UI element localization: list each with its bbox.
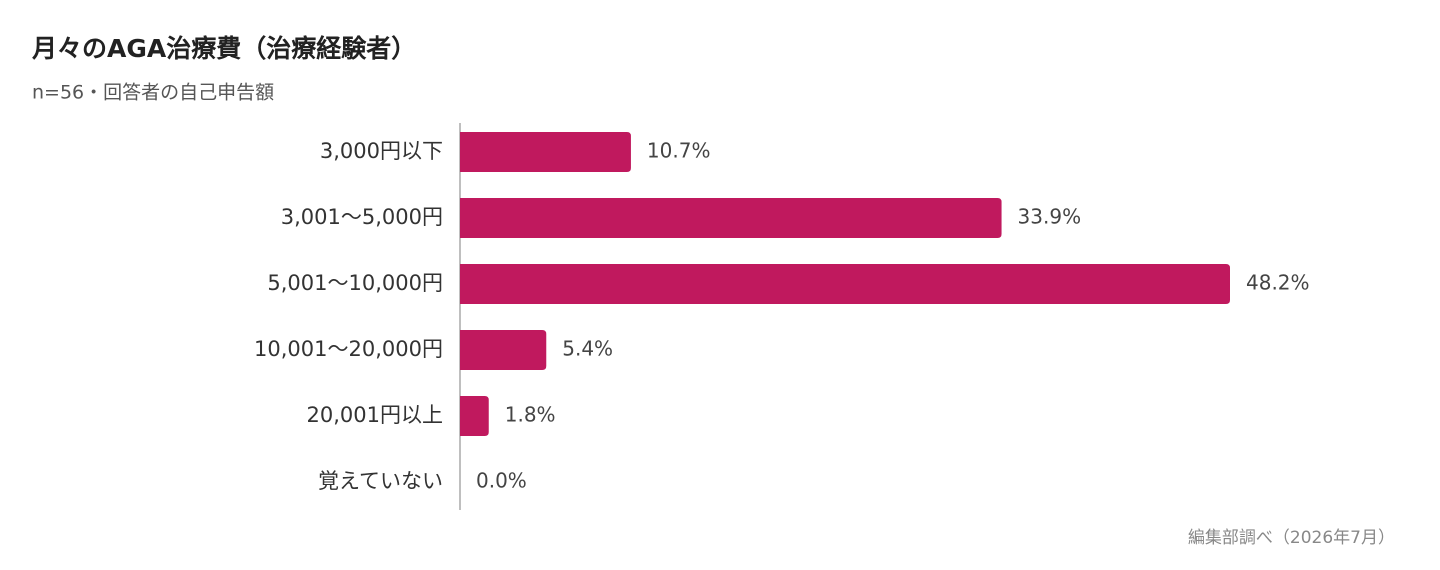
value-label: 48.2% <box>1246 271 1310 295</box>
bar <box>460 198 1002 238</box>
value-label: 33.9% <box>1018 205 1082 229</box>
chart-title: 月々のAGA治療費（治療経験者） <box>31 34 416 63</box>
bar <box>460 264 1230 304</box>
bar <box>460 132 631 172</box>
category-label: 5,001〜10,000円 <box>267 271 443 295</box>
value-label: 1.8% <box>505 403 556 427</box>
category-label: 3,001〜5,000円 <box>281 205 443 229</box>
chart-subtitle: n=56・回答者の自己申告額 <box>32 82 274 104</box>
category-label: 20,001円以上 <box>307 403 443 427</box>
bar <box>460 396 489 436</box>
category-label: 3,000円以下 <box>320 139 443 163</box>
value-label: 10.7% <box>647 139 711 163</box>
bar <box>460 330 547 370</box>
source-note: 編集部調べ（2026年7月） <box>1188 528 1395 548</box>
category-label: 10,001〜20,000円 <box>254 337 443 361</box>
value-label: 5.4% <box>562 337 613 361</box>
value-label: 0.0% <box>476 469 527 493</box>
category-label: 覚えていない <box>318 469 443 493</box>
